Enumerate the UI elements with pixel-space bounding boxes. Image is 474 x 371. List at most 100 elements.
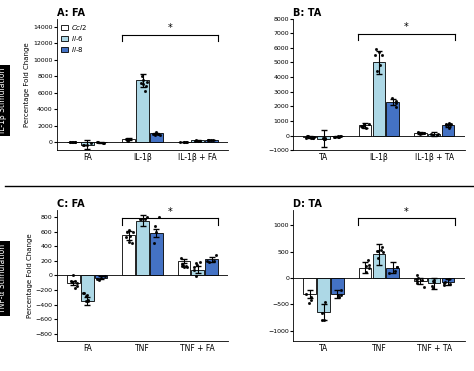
Point: [303, 134, 310, 139]
Point: [152, 229, 159, 235]
Point: [335, 293, 342, 299]
Point: [139, 77, 146, 83]
Point: [178, 263, 186, 269]
Point: [127, 233, 134, 239]
Point: [194, 138, 202, 144]
Point: [84, 298, 92, 304]
Bar: [150, 233, 163, 275]
Point: [204, 137, 211, 143]
Point: [385, 270, 393, 276]
Text: *: *: [404, 23, 409, 32]
Text: TNF-α Stimulation: TNF-α Stimulation: [0, 244, 7, 313]
Text: B: TA: B: TA: [293, 8, 321, 18]
Point: [68, 279, 76, 285]
Point: [191, 138, 199, 144]
Point: [412, 276, 420, 282]
Point: [415, 130, 423, 136]
Point: [183, 139, 191, 145]
Point: [442, 122, 449, 128]
Point: [84, 297, 91, 303]
Bar: [386, 267, 399, 278]
Point: [359, 123, 367, 129]
Point: [378, 244, 385, 250]
Point: [71, 285, 79, 291]
Point: [393, 263, 401, 269]
Point: [320, 136, 328, 142]
Point: [319, 135, 327, 141]
Point: [93, 139, 100, 145]
Point: [413, 272, 420, 278]
Bar: [303, 136, 316, 137]
Point: [417, 131, 424, 137]
Point: [321, 136, 328, 142]
Point: [210, 137, 217, 143]
Point: [95, 139, 102, 145]
Point: [142, 216, 149, 222]
Point: [318, 310, 325, 316]
Point: [302, 135, 310, 141]
Text: A: FA: A: FA: [57, 8, 85, 18]
Point: [137, 80, 145, 86]
Point: [378, 52, 386, 58]
Point: [197, 259, 204, 265]
Point: [190, 264, 198, 270]
Point: [365, 121, 373, 127]
Point: [337, 133, 345, 139]
Point: [123, 137, 131, 142]
Point: [192, 137, 200, 143]
Point: [447, 122, 454, 128]
Point: [447, 281, 454, 287]
Point: [100, 140, 108, 146]
Y-axis label: Percentage Fold Change: Percentage Fold Change: [27, 233, 33, 318]
Point: [433, 132, 441, 138]
Point: [388, 95, 396, 101]
Bar: [442, 125, 454, 136]
Point: [379, 249, 387, 255]
Point: [151, 132, 159, 138]
Point: [363, 125, 370, 131]
Point: [392, 267, 399, 273]
Point: [330, 134, 337, 139]
Point: [192, 260, 200, 266]
Point: [392, 98, 400, 104]
Point: [421, 131, 428, 137]
Bar: [303, 278, 316, 294]
Bar: [95, 275, 108, 278]
Point: [360, 123, 367, 129]
Bar: [359, 267, 372, 278]
Point: [180, 139, 187, 145]
Point: [197, 138, 204, 144]
Point: [68, 139, 76, 145]
Point: [365, 257, 372, 263]
Point: [420, 284, 428, 290]
Bar: [150, 134, 163, 142]
Point: [150, 240, 158, 246]
Point: [374, 68, 381, 74]
Point: [205, 138, 213, 144]
Point: [152, 129, 160, 135]
Point: [337, 287, 345, 293]
Point: [377, 247, 385, 253]
Bar: [428, 134, 440, 136]
Point: [304, 133, 312, 139]
Point: [363, 263, 370, 269]
Point: [418, 277, 426, 283]
Point: [207, 138, 215, 144]
Bar: [191, 140, 204, 142]
Point: [80, 290, 88, 296]
Point: [419, 130, 426, 136]
Bar: [81, 142, 94, 145]
Point: [156, 132, 164, 138]
Bar: [331, 136, 344, 137]
Point: [357, 123, 365, 129]
Point: [414, 129, 422, 135]
Bar: [373, 62, 385, 136]
Point: [137, 216, 144, 222]
Point: [143, 214, 150, 220]
Point: [73, 283, 81, 289]
Point: [362, 269, 370, 275]
Point: [310, 134, 318, 140]
Point: [360, 121, 367, 127]
Point: [72, 139, 79, 145]
Point: [392, 104, 400, 110]
